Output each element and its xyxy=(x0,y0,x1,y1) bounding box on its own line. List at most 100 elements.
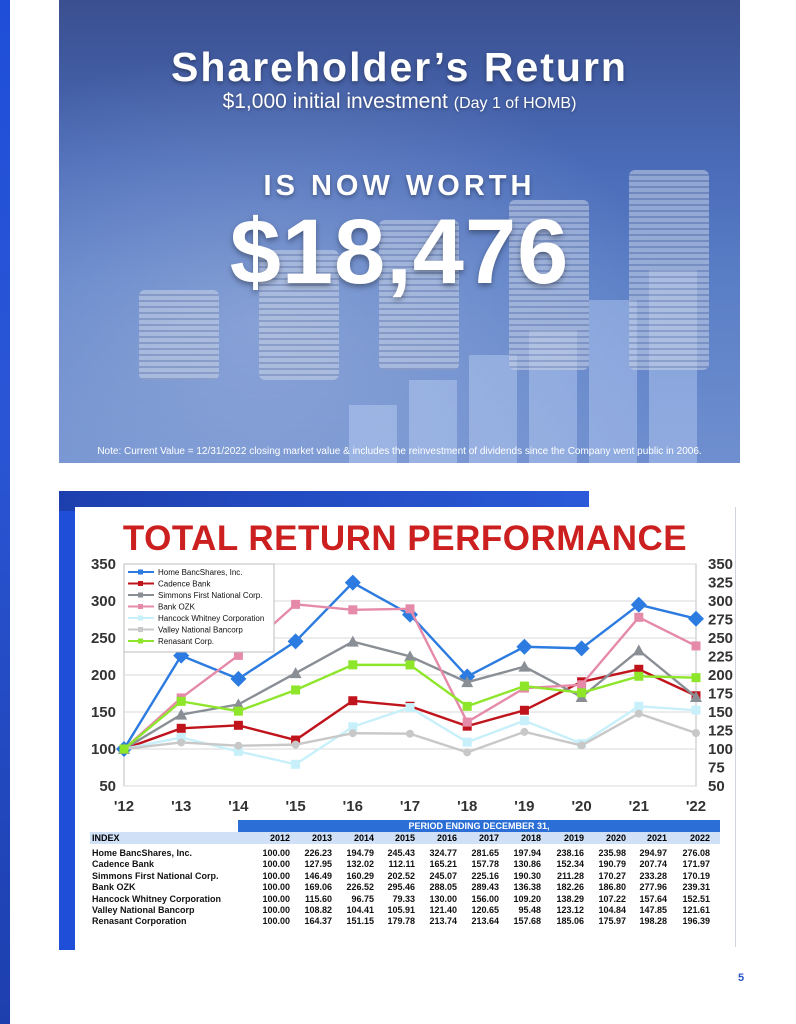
table-cell: 115.60 xyxy=(304,893,332,904)
data-point xyxy=(462,737,472,747)
y-tick-label-right: 250 xyxy=(708,630,733,647)
data-point xyxy=(634,612,644,622)
table-cell: 138.29 xyxy=(556,893,584,904)
table-cell: 226.23 xyxy=(304,848,332,858)
table-cell: 156.00 xyxy=(471,893,499,904)
legend-marker xyxy=(138,604,143,609)
data-point xyxy=(289,667,302,679)
table-cell: 130.00 xyxy=(429,893,457,904)
data-point xyxy=(461,676,474,688)
x-tick-label: '13 xyxy=(171,798,191,815)
table-cell: 233.28 xyxy=(639,870,667,881)
table-cell: 190.79 xyxy=(598,859,626,870)
table-cell: 152.51 xyxy=(682,893,710,904)
data-point xyxy=(291,740,300,749)
legend-label: Home BancShares, Inc. xyxy=(158,568,242,577)
year-header: 2021 xyxy=(646,833,667,843)
table-cell: 207.74 xyxy=(639,859,667,870)
table-cell: 198.28 xyxy=(639,916,667,927)
data-point xyxy=(688,610,704,627)
legend-label: Renasant Corp. xyxy=(158,637,214,646)
data-point xyxy=(287,633,304,650)
data-point xyxy=(519,716,529,726)
table-cell: 324.77 xyxy=(429,848,457,858)
hero-decor-bar xyxy=(409,380,457,463)
table-cell: 120.65 xyxy=(471,905,499,915)
x-tick-label: '20 xyxy=(571,798,591,815)
data-point xyxy=(630,596,647,613)
row-label: Valley National Bancorp xyxy=(92,905,195,915)
hero-subtitle-small: (Day 1 of HOMB) xyxy=(453,95,577,112)
table-cell: 100.00 xyxy=(262,859,290,870)
table-cell: 100.00 xyxy=(262,870,290,881)
table-cell: 160.29 xyxy=(346,870,374,881)
data-point xyxy=(346,635,359,647)
index-header: INDEX xyxy=(92,833,120,843)
y-tick-label-left: 250 xyxy=(91,630,116,647)
data-point xyxy=(348,696,358,706)
year-header: 2019 xyxy=(563,833,584,843)
row-label: Renasant Corporation xyxy=(92,916,187,927)
data-point xyxy=(691,673,701,683)
data-point xyxy=(577,688,587,698)
legend-marker xyxy=(138,615,143,621)
table-cell: 104.84 xyxy=(598,905,626,915)
table-cell: 185.06 xyxy=(556,916,584,927)
table-cell: 281.65 xyxy=(471,848,499,858)
legend-label: Simmons First National Corp. xyxy=(158,591,262,600)
data-point xyxy=(291,759,301,769)
table-header-row: INDEX 2012 2013 2014 2015 2016 2017 2018 2019 20… xyxy=(90,832,720,844)
table-cell: 100.00 xyxy=(262,916,290,927)
table-cell: 170.27 xyxy=(598,870,626,881)
table-cell: 157.64 xyxy=(639,893,667,904)
data-point xyxy=(233,706,243,716)
table-cell: 194.79 xyxy=(346,848,374,858)
data-point xyxy=(519,681,529,691)
y-tick-label-right: 275 xyxy=(708,612,733,629)
hero-decor-bar xyxy=(349,405,397,463)
legend-marker xyxy=(138,627,143,632)
y-tick-label-right: 225 xyxy=(708,649,733,666)
y-tick-label-right: 100 xyxy=(708,741,733,758)
data-point xyxy=(233,720,243,730)
table-cell: 130.86 xyxy=(513,859,541,870)
table-cell: 127.95 xyxy=(304,859,332,870)
table-cell: 100.00 xyxy=(262,905,290,915)
hero-subtitle: $1,000 initial investment (Day 1 of HOMB… xyxy=(59,90,740,114)
data-point xyxy=(632,644,645,656)
table-cell: 105.91 xyxy=(387,905,415,915)
data-point xyxy=(291,735,301,745)
year-header: 2012 xyxy=(269,833,290,843)
table-cell: 226.52 xyxy=(346,882,374,893)
y-tick-label-right: 150 xyxy=(708,704,733,721)
table-cell: 112.11 xyxy=(388,859,415,870)
table-cell: 165.21 xyxy=(429,859,457,870)
table-cell: 136.38 xyxy=(513,882,541,893)
table-row: Simmons First National Corp. 100.00 146.49… xyxy=(90,870,720,881)
table-cell: 152.34 xyxy=(556,859,584,870)
data-point xyxy=(173,647,190,664)
x-tick-label: '14 xyxy=(228,798,249,815)
table-cell: 235.98 xyxy=(598,848,626,858)
y-tick-label-right: 125 xyxy=(708,723,733,740)
table-cell: 182.26 xyxy=(556,882,584,893)
table-cell: 175.97 xyxy=(598,916,626,927)
data-point xyxy=(577,741,586,750)
data-point xyxy=(230,670,247,687)
data-point xyxy=(291,685,301,695)
coin-stack-image xyxy=(629,170,709,370)
table-cell: 190.30 xyxy=(513,870,541,881)
table-cell: 123.12 xyxy=(556,905,584,915)
table-cell: 245.07 xyxy=(429,870,457,881)
x-tick-label: '19 xyxy=(514,798,534,815)
data-point xyxy=(177,738,186,747)
table-row: Cadence Bank 100.00 127.95 132.02 112.11 165.… xyxy=(90,858,720,869)
data-point xyxy=(233,650,243,660)
data-point xyxy=(404,650,416,662)
coin-stack-image xyxy=(139,290,219,380)
data-point xyxy=(405,604,415,614)
hero-worth-label: IS NOW WORTH xyxy=(263,170,536,202)
year-header: 2020 xyxy=(605,833,626,843)
table-cell: 211.28 xyxy=(556,870,584,881)
legend-box xyxy=(123,563,275,653)
